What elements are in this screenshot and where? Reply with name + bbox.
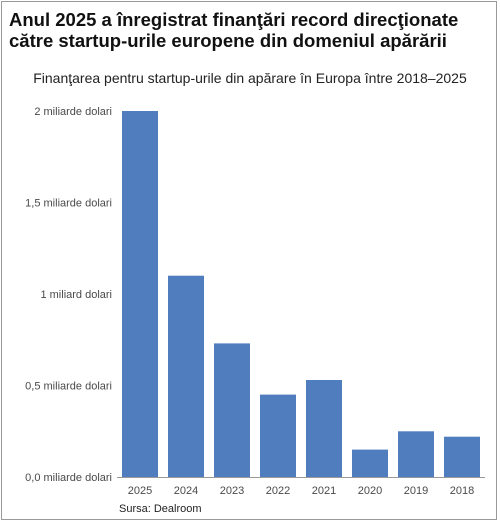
y-tick-label-3: 1,5 miliarde dolari [25, 198, 112, 210]
chart-title: Anul 2025 a înregistrat finanţări record… [9, 9, 459, 51]
bars [122, 111, 480, 478]
chart-subtitle: Finanţarea pentru startup-urile din apăr… [33, 70, 467, 86]
x-tick-label-2023: 2023 [220, 485, 244, 497]
bar-2024 [168, 275, 204, 477]
bar-2018 [444, 436, 480, 477]
x-tick-label-2022: 2022 [266, 485, 290, 497]
bar-2025 [122, 111, 158, 477]
x-tick-label-2020: 2020 [358, 485, 382, 497]
y-tick-label-0: 0,0 miliarde dolari [25, 472, 112, 484]
bar-2021 [306, 380, 342, 477]
bar-2023 [214, 343, 250, 477]
y-axis-ticks: 0,0 miliarde dolari 0,5 miliarde dolari 1 … [25, 106, 112, 484]
bar-2022 [260, 394, 296, 477]
x-tick-label-2025: 2025 [128, 485, 152, 497]
source-note: Sursa: Dealroom [119, 503, 202, 515]
y-tick-label-2: 1 miliard dolari [40, 289, 112, 301]
x-tick-label-2019: 2019 [404, 485, 428, 497]
bar-2020 [352, 449, 388, 477]
x-tick-label-2018: 2018 [450, 485, 474, 497]
y-tick-label-4: 2 miliarde dolari [34, 106, 112, 118]
y-tick-label-1: 0,5 miliarde dolari [25, 381, 112, 393]
x-tick-label-2024: 2024 [174, 485, 198, 497]
x-tick-label-2021: 2021 [312, 485, 336, 497]
x-axis-ticks: 2025 2024 2023 2022 2021 2020 2019 2018 [128, 485, 474, 497]
bar-2019 [398, 431, 434, 478]
